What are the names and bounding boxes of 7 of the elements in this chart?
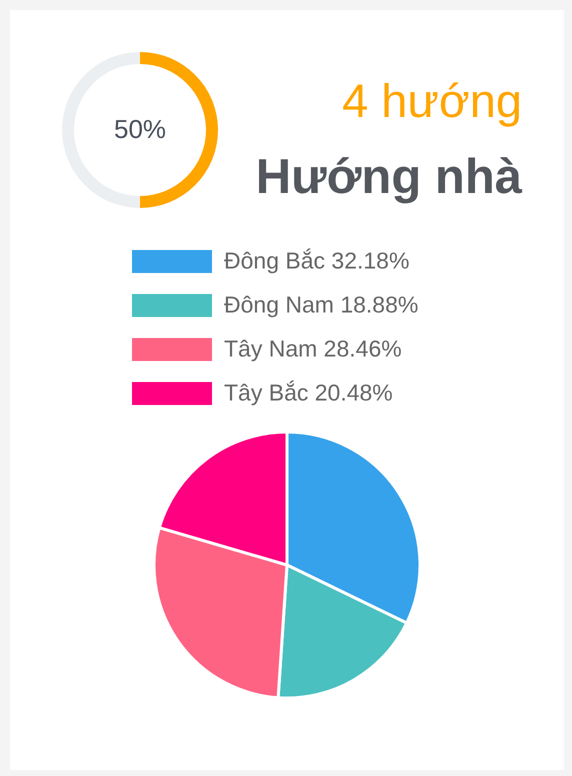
text: 50% [114, 114, 166, 144]
legend-label: Đông Bắc 32.18% [224, 248, 410, 274]
legend-label: Đông Nam 18.88% [224, 292, 418, 318]
legend-label: Tây Nam 28.46% [224, 336, 402, 362]
legend-label: Tây Bắc 20.48% [224, 380, 393, 406]
text: Hướng nhà [256, 150, 523, 204]
text: 4 hướng [342, 74, 522, 127]
